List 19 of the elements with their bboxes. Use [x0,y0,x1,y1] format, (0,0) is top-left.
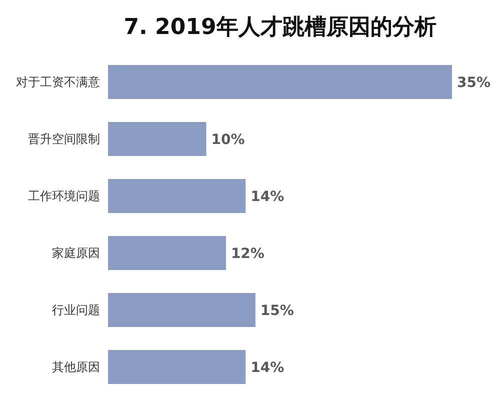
data-label: 35% [457,74,491,91]
y-tick-label: 对于工资不满意 [16,74,100,89]
y-tick-label: 行业问题 [52,302,100,317]
data-label: 15% [260,302,294,319]
y-tick-label: 家庭原因 [52,246,100,260]
bar [108,293,256,327]
data-label: 10% [211,132,245,148]
data-label: 14% [250,360,284,376]
bar [108,350,246,384]
data-label: 12% [230,246,264,262]
bar [108,236,226,270]
bar [108,122,206,156]
bar [108,179,246,213]
y-tick-label: 其他原因 [52,360,100,374]
bar [108,65,452,99]
y-tick-label: 工作环境问题 [28,188,100,203]
chart-title: 7. 2019年人才跳槽原因的分析 [122,14,438,42]
y-tick-label: 晋升空间限制 [28,132,100,146]
data-label: 14% [250,188,284,205]
